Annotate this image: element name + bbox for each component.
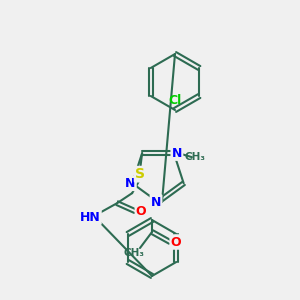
Text: CH₃: CH₃ <box>184 152 206 162</box>
Text: O: O <box>136 205 146 218</box>
Text: S: S <box>135 167 145 181</box>
Text: N: N <box>151 196 161 208</box>
Text: N: N <box>125 177 136 190</box>
Text: HN: HN <box>80 211 101 224</box>
Text: CH₃: CH₃ <box>124 248 145 258</box>
Text: O: O <box>171 236 181 248</box>
Text: N: N <box>172 147 182 160</box>
Text: Cl: Cl <box>168 94 182 107</box>
